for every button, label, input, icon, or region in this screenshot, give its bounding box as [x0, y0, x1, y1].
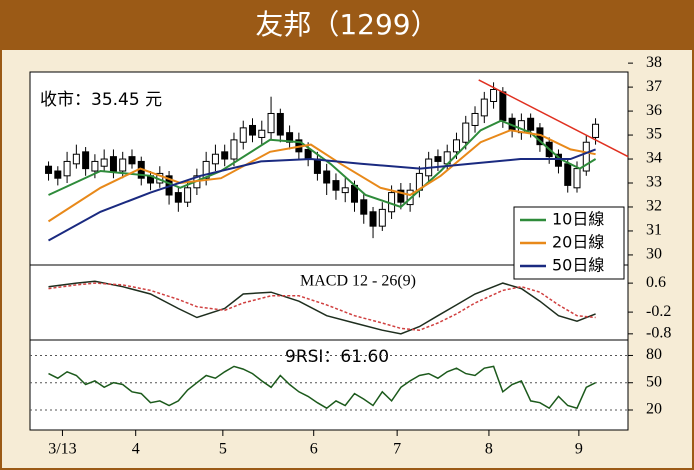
- legend-label: 50日線: [552, 256, 604, 275]
- candle-body: [91, 160, 99, 172]
- candle-body: [499, 91, 507, 122]
- candle-body: [239, 127, 247, 143]
- candle-body: [480, 98, 488, 117]
- x-tick-label: 8: [485, 441, 493, 458]
- candle-body: [360, 199, 368, 215]
- candle-body: [564, 163, 572, 186]
- candle-body: [72, 153, 80, 165]
- candle-body: [276, 112, 284, 136]
- candle-body: [100, 158, 108, 167]
- y-tick-label: -0.2: [646, 303, 671, 320]
- y-tick-label: 80: [646, 346, 662, 363]
- candle-body: [174, 192, 182, 203]
- data-line: [48, 365, 596, 410]
- x-tick-label: 9: [575, 441, 583, 458]
- ma-line: [48, 148, 596, 242]
- candle-body: [490, 89, 498, 102]
- candle-body: [249, 124, 257, 136]
- x-tick-label: 6: [310, 441, 318, 458]
- y-tick-label: 37: [646, 78, 662, 95]
- legend-label: 20日線: [552, 233, 604, 252]
- candle-body: [369, 211, 377, 227]
- candle-body: [592, 123, 600, 138]
- data-line: [48, 280, 596, 335]
- trendline: [478, 79, 629, 158]
- ma-line: [47, 129, 596, 223]
- candle-body: [323, 170, 331, 184]
- y-tick-label: 36: [646, 102, 662, 119]
- y-tick-label: -0.8: [646, 325, 671, 342]
- candle-body: [184, 187, 192, 203]
- candle-body: [462, 122, 470, 143]
- y-tick-label: 32: [646, 198, 662, 215]
- y-tick-label: 30: [646, 246, 662, 263]
- candle-body: [211, 153, 219, 165]
- y-tick-label: 38: [646, 54, 662, 71]
- candle-body: [109, 156, 117, 172]
- candle-body: [63, 160, 71, 177]
- candle-body: [573, 168, 581, 189]
- candle-body: [471, 112, 479, 126]
- y-tick-label: 0.6: [646, 274, 666, 291]
- candle-body: [313, 158, 321, 174]
- candle-body: [341, 187, 349, 194]
- y-tick-label: 31: [646, 222, 662, 239]
- candle-body: [434, 156, 442, 162]
- annotation: 收市：35.45 元: [40, 90, 162, 110]
- candle-body: [128, 156, 136, 165]
- candle-body: [452, 139, 460, 153]
- macd-title: MACD 12 - 26(9): [300, 273, 416, 290]
- y-tick-label: 34: [646, 150, 662, 167]
- ma-line: [48, 119, 597, 209]
- x-tick-label: 4: [132, 441, 140, 458]
- candle-body: [378, 208, 386, 227]
- candle-body: [202, 160, 210, 179]
- y-tick-label: 50: [646, 373, 662, 390]
- candle-body: [397, 189, 405, 203]
- legend-label: 10日線: [552, 210, 604, 229]
- x-tick-label: 5: [219, 441, 227, 458]
- x-tick-label: 3/13: [48, 441, 76, 458]
- x-tick-label: 7: [393, 441, 401, 458]
- candle-body: [54, 170, 62, 179]
- data-line: [48, 282, 596, 331]
- rsi-title: 9RSI：61.60: [285, 347, 389, 367]
- y-tick-label: 35: [646, 126, 662, 143]
- candle-body: [45, 165, 53, 174]
- chart-title: 友邦（1299）: [255, 8, 438, 41]
- candle-body: [230, 139, 238, 160]
- candle-body: [82, 151, 90, 170]
- title-bar: [0, 0, 694, 50]
- candle-body: [258, 129, 266, 138]
- y-tick-label: 20: [646, 401, 662, 418]
- y-tick-label: 33: [646, 174, 662, 191]
- candle-body: [267, 112, 275, 134]
- candle-body: [332, 180, 340, 191]
- candle-body: [527, 117, 535, 131]
- candle-body: [304, 148, 312, 160]
- candle-body: [119, 158, 127, 172]
- candle-body: [582, 141, 590, 172]
- candle-body: [221, 151, 229, 160]
